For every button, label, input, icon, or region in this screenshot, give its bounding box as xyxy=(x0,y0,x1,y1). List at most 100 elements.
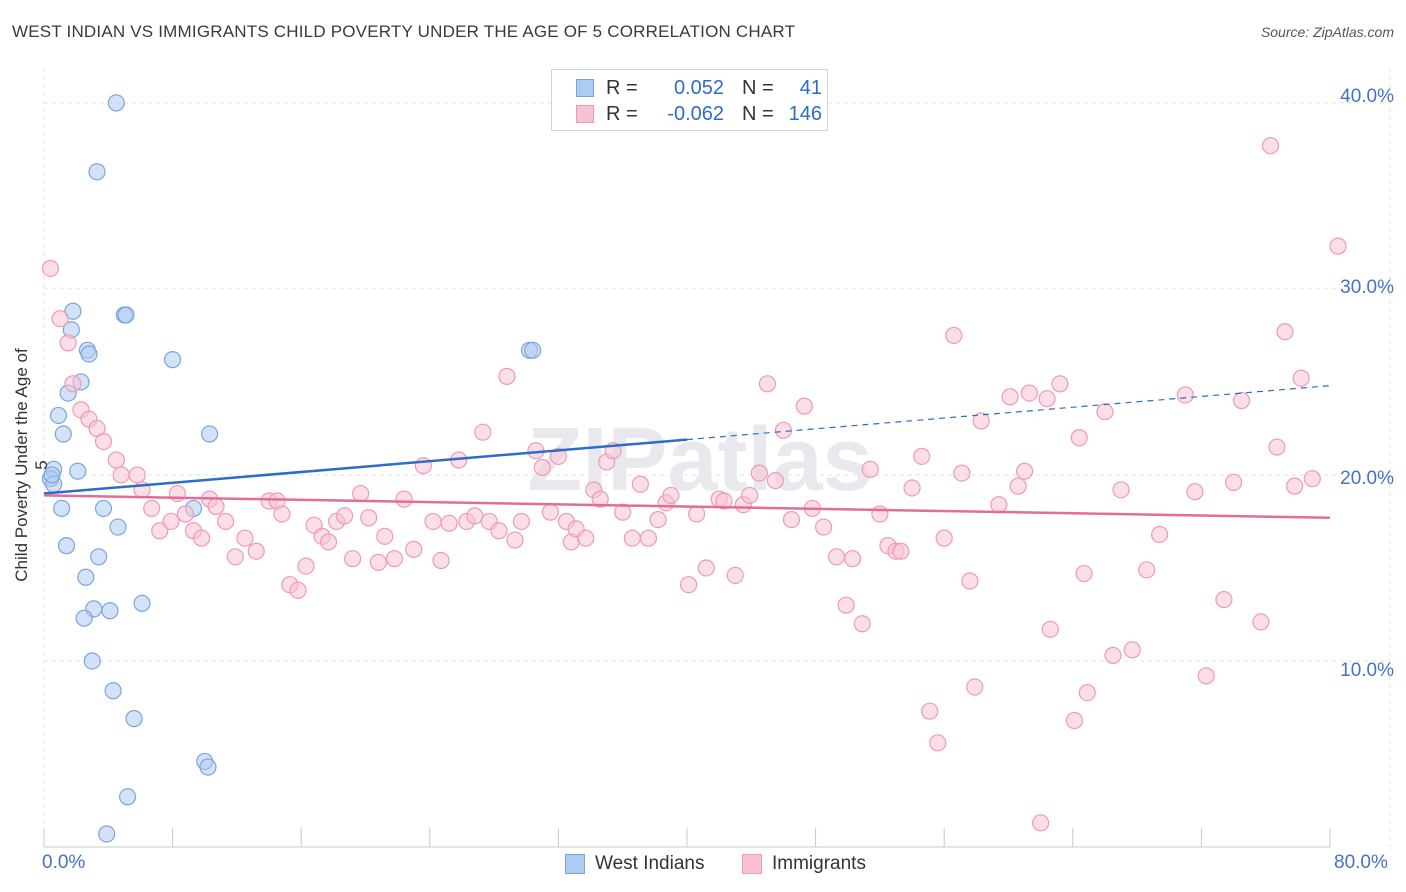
point-immigrants xyxy=(466,507,484,525)
point-immigrants xyxy=(774,421,793,439)
watermark: ZIPatlas xyxy=(527,410,872,510)
bottom-legend-swatch-blue xyxy=(565,854,585,874)
point-immigrants xyxy=(1292,369,1310,387)
point-immigrants xyxy=(1009,477,1027,495)
bottom-legend-label: West Indians xyxy=(595,853,705,874)
point-immigrants xyxy=(1104,646,1122,664)
point-west-indians xyxy=(43,466,61,484)
point-west-indians xyxy=(98,825,116,843)
point-immigrants xyxy=(892,542,910,560)
correlation-legend: R = 0.052 N = 41 R = -0.062 N = 146 xyxy=(551,69,828,131)
x-tick-marks xyxy=(43,828,1331,847)
point-immigrants xyxy=(766,471,785,490)
point-immigrants xyxy=(1138,561,1156,579)
point-immigrants xyxy=(352,484,370,503)
legend-n-value: 146 xyxy=(788,102,822,125)
point-immigrants xyxy=(385,550,404,568)
point-immigrants xyxy=(680,576,698,594)
point-west-indians xyxy=(125,710,143,728)
point-immigrants xyxy=(966,678,984,696)
point-immigrants xyxy=(336,507,354,525)
point-west-indians xyxy=(83,652,101,670)
trend-lines xyxy=(43,385,1331,519)
point-immigrants xyxy=(662,486,680,505)
point-immigrants xyxy=(395,490,413,508)
point-immigrants xyxy=(1038,390,1056,408)
point-immigrants xyxy=(192,529,211,547)
point-immigrants xyxy=(1286,477,1304,495)
point-west-indians xyxy=(77,568,95,586)
point-immigrants xyxy=(440,514,458,532)
point-immigrants xyxy=(344,550,362,568)
point-immigrants xyxy=(741,486,759,505)
point-west-indians xyxy=(107,94,125,112)
point-immigrants xyxy=(162,512,180,531)
point-immigrants xyxy=(376,527,394,545)
point-immigrants xyxy=(369,553,387,571)
point-immigrants xyxy=(843,550,862,568)
point-immigrants xyxy=(107,451,125,469)
point-immigrants xyxy=(1078,683,1096,702)
point-immigrants xyxy=(815,518,833,536)
point-immigrants xyxy=(688,505,706,523)
point-west-indians xyxy=(200,425,219,443)
point-immigrants xyxy=(639,529,658,547)
point-immigrants xyxy=(1224,473,1243,491)
bottom-legend-label: Immigrants xyxy=(772,853,866,874)
point-immigrants xyxy=(490,522,508,540)
point-west-indians xyxy=(53,499,71,518)
chart-title: WEST INDIAN VS IMMIGRANTS CHILD POVERTY … xyxy=(12,22,796,41)
y-axis-label: Child Poverty Under the Age of 5 xyxy=(12,348,51,582)
point-immigrants xyxy=(51,310,69,328)
point-immigrants xyxy=(614,503,632,521)
point-immigrants xyxy=(236,529,254,547)
point-west-indians xyxy=(88,163,106,181)
point-immigrants xyxy=(1252,613,1270,631)
point-immigrants xyxy=(1075,564,1093,583)
point-immigrants xyxy=(128,466,146,484)
point-immigrants xyxy=(41,259,60,278)
point-west-indians xyxy=(90,548,108,566)
point-west-indians xyxy=(64,302,82,320)
point-immigrants xyxy=(533,458,551,477)
point-immigrants xyxy=(990,496,1008,514)
point-immigrants xyxy=(273,505,291,523)
point-immigrants xyxy=(1303,470,1321,488)
point-immigrants xyxy=(112,466,130,484)
point-immigrants xyxy=(168,484,187,503)
legend-r-label: R = xyxy=(606,102,638,125)
point-west-indians xyxy=(109,518,127,536)
point-immigrants xyxy=(623,529,641,547)
point-immigrants xyxy=(1215,590,1233,609)
bottom-legend-immigrants: Immigrants xyxy=(742,852,866,876)
point-immigrants xyxy=(1020,384,1038,402)
point-immigrants xyxy=(871,505,889,523)
legend-row-west-indians: R = 0.052 N = 41 xyxy=(576,76,822,100)
point-immigrants xyxy=(837,596,855,614)
point-immigrants xyxy=(1268,438,1286,456)
legend-row-immigrants: R = -0.062 N = 146 xyxy=(576,102,822,126)
point-immigrants xyxy=(176,505,195,523)
point-immigrants xyxy=(631,475,649,493)
point-immigrants xyxy=(953,464,971,482)
point-immigrants xyxy=(217,512,235,531)
point-immigrants xyxy=(541,503,559,521)
point-immigrants xyxy=(726,566,744,585)
point-immigrants xyxy=(1112,481,1130,499)
point-immigrants xyxy=(297,557,315,575)
point-immigrants xyxy=(577,529,595,547)
point-west-indians xyxy=(164,351,182,369)
point-west-indians xyxy=(133,594,151,612)
point-immigrants xyxy=(1232,391,1251,410)
point-west-indians xyxy=(94,499,113,518)
point-immigrants xyxy=(1261,137,1280,155)
point-immigrants xyxy=(935,529,953,547)
point-west-indians xyxy=(54,425,72,443)
point-west-indians xyxy=(199,758,217,776)
point-west-indians xyxy=(75,609,93,627)
point-immigrants xyxy=(1176,386,1194,404)
point-immigrants xyxy=(226,548,244,566)
point-immigrants xyxy=(961,572,979,590)
x-tick-label-min: 0.0% xyxy=(42,852,86,873)
point-immigrants xyxy=(143,499,161,518)
